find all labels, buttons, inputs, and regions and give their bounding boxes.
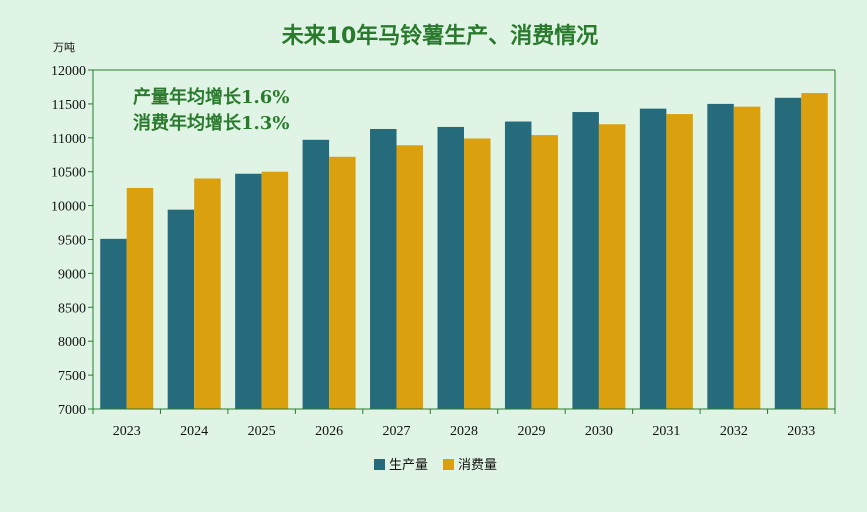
legend-label-production: 生产量 bbox=[389, 458, 428, 473]
x-tick-label: 2029 bbox=[517, 424, 545, 439]
chart-title: 未来10年马铃薯生产、消费情况 bbox=[282, 23, 599, 49]
y-tick-label: 8500 bbox=[58, 301, 86, 316]
y-tick-label: 11500 bbox=[52, 98, 86, 113]
y-tick-label: 9500 bbox=[58, 234, 86, 249]
bar-consumption-2027 bbox=[396, 145, 424, 409]
bar-production-2031 bbox=[639, 108, 667, 410]
bar-consumption-2029 bbox=[531, 135, 558, 409]
bar-production-2028 bbox=[437, 126, 464, 410]
bar-consumption-2028 bbox=[464, 138, 491, 409]
x-tick-label: 2033 bbox=[787, 424, 815, 439]
bar-consumption-2023 bbox=[126, 187, 154, 409]
bar-production-2029 bbox=[504, 121, 532, 409]
annotation-consumption-growth: 消费年均增长1.3% bbox=[133, 112, 289, 134]
bar-production-2027 bbox=[370, 128, 397, 409]
y-tick-label: 7000 bbox=[58, 403, 86, 418]
y-tick-label: 8000 bbox=[58, 335, 86, 350]
bar-production-2025 bbox=[235, 173, 262, 409]
bar-production-2023 bbox=[100, 238, 127, 409]
bar-consumption-2032 bbox=[733, 106, 761, 409]
bar-consumption-2030 bbox=[598, 124, 626, 410]
bar-production-2032 bbox=[707, 103, 734, 410]
x-tick-label: 2028 bbox=[450, 424, 478, 439]
legend: 生产量 消费量 bbox=[374, 458, 497, 473]
y-axis-unit: 万吨 bbox=[53, 41, 75, 54]
x-tick-label: 2032 bbox=[720, 424, 748, 439]
y-tick-label: 10500 bbox=[51, 166, 86, 181]
y-tick-label: 11000 bbox=[52, 132, 86, 147]
y-tick-label: 12000 bbox=[51, 64, 86, 79]
bars-group bbox=[100, 93, 828, 410]
bar-consumption-2033 bbox=[801, 93, 828, 409]
x-tick-label: 2024 bbox=[180, 424, 208, 439]
bar-consumption-2026 bbox=[329, 156, 356, 409]
x-tick-label: 2023 bbox=[113, 424, 141, 439]
x-tick-label: 2031 bbox=[652, 424, 680, 439]
annotation-production-growth: 产量年均增长1.6% bbox=[133, 86, 289, 108]
legend-label-consumption: 消费量 bbox=[458, 458, 497, 473]
x-tick-label: 2030 bbox=[585, 424, 613, 439]
legend-swatch-consumption bbox=[443, 459, 454, 470]
x-tick-label: 2026 bbox=[315, 424, 343, 439]
y-tick-label: 10000 bbox=[51, 200, 86, 215]
bar-consumption-2031 bbox=[666, 114, 693, 409]
bar-production-2026 bbox=[302, 139, 330, 410]
x-tick-label: 2027 bbox=[383, 424, 411, 439]
bar-consumption-2025 bbox=[261, 171, 289, 409]
bar-production-2030 bbox=[572, 112, 599, 409]
y-tick-label: 7500 bbox=[58, 369, 86, 384]
axes-group: 7000 7500 8000 8500 9000 9500 10000 10500 11000 1… bbox=[51, 64, 836, 439]
legend-swatch-production bbox=[374, 459, 385, 470]
bar-production-2024 bbox=[167, 209, 195, 409]
bar-production-2033 bbox=[774, 97, 802, 409]
x-tick-label: 2025 bbox=[248, 424, 276, 439]
y-tick-label: 9000 bbox=[58, 267, 86, 282]
bar-consumption-2024 bbox=[194, 178, 221, 409]
